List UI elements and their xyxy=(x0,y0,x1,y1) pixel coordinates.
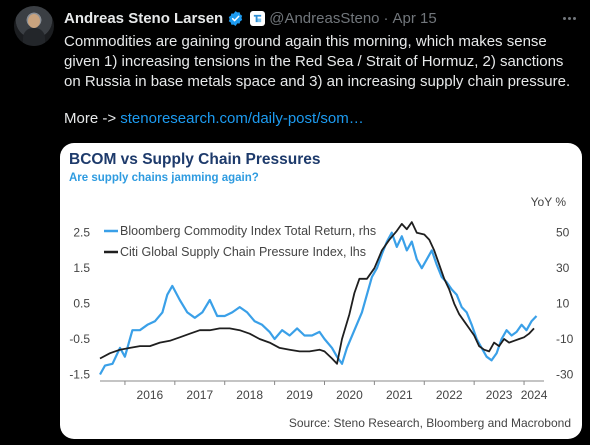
x-tick-label: 2023 xyxy=(486,388,513,402)
x-tick-label: 2017 xyxy=(186,388,213,402)
x-tick-label: 2019 xyxy=(286,388,313,402)
legend-label: Bloomberg Commodity Index Total Return, … xyxy=(120,224,376,238)
verified-badge-icon[interactable] xyxy=(227,10,244,27)
x-tick-label: 2016 xyxy=(137,388,164,402)
x-tick-label: 2020 xyxy=(336,388,363,402)
avatar[interactable] xyxy=(14,6,54,46)
left-tick-label: 0.5 xyxy=(73,297,90,311)
legend-label: Citi Global Supply Chain Pressure Index,… xyxy=(120,245,366,259)
tweet-text: Commodities are gaining ground again thi… xyxy=(64,33,571,90)
left-tick-label: -0.5 xyxy=(69,332,90,346)
right-tick-label: -10 xyxy=(556,332,574,346)
link-prefix: More -> xyxy=(64,110,121,127)
tweet-link-line: More -> stenoresearch.com/daily-post/som… xyxy=(64,109,364,129)
supply-chain-series-line xyxy=(99,221,535,365)
tweet-header: Andreas Steno Larsen @AndreasSteno · Apr… xyxy=(64,8,437,28)
left-tick-label: 2.5 xyxy=(73,226,90,240)
author-name[interactable]: Andreas Steno Larsen xyxy=(64,9,224,27)
right-tick-label: 50 xyxy=(556,226,570,240)
right-tick-label: -30 xyxy=(556,367,574,381)
chart-image-card[interactable]: BCOM vs Supply Chain Pressures Are suppl… xyxy=(60,143,582,439)
chart-subtitle: Are supply chains jamming again? xyxy=(69,172,259,184)
tweet-date[interactable]: Apr 15 xyxy=(392,9,437,27)
author-handle[interactable]: @AndreasSteno xyxy=(269,9,380,27)
more-options-icon[interactable] xyxy=(558,8,580,28)
affiliate-badge-icon[interactable] xyxy=(250,10,266,26)
bcom-series-line xyxy=(99,231,538,376)
left-tick-label: -1.5 xyxy=(69,367,90,381)
x-tick-label: 2021 xyxy=(386,388,413,402)
plot-area: 2.5 1.5 0.5 -0.5 -1.5 50 30 10 -10 -30 2016 2017 201… xyxy=(69,221,574,402)
avatar-body xyxy=(23,28,45,46)
right-axis-label: YoY % xyxy=(531,195,567,209)
left-tick-label: 1.5 xyxy=(73,261,90,275)
chart-source: Source: Steno Research, Bloomberg and Ma… xyxy=(289,416,571,430)
avatar-face xyxy=(28,14,40,28)
right-tick-label: 10 xyxy=(556,297,570,311)
chart-title: BCOM vs Supply Chain Pressures xyxy=(69,151,321,168)
x-tick-label: 2024 xyxy=(521,388,548,402)
right-tick-label: 30 xyxy=(556,261,570,275)
x-tick-label: 2018 xyxy=(236,388,263,402)
x-tick-label: 2022 xyxy=(436,388,463,402)
chart-svg: BCOM vs Supply Chain Pressures Are suppl… xyxy=(69,151,574,430)
article-link[interactable]: stenoresearch.com/daily-post/som… xyxy=(120,110,364,127)
separator-dot: · xyxy=(383,9,389,27)
